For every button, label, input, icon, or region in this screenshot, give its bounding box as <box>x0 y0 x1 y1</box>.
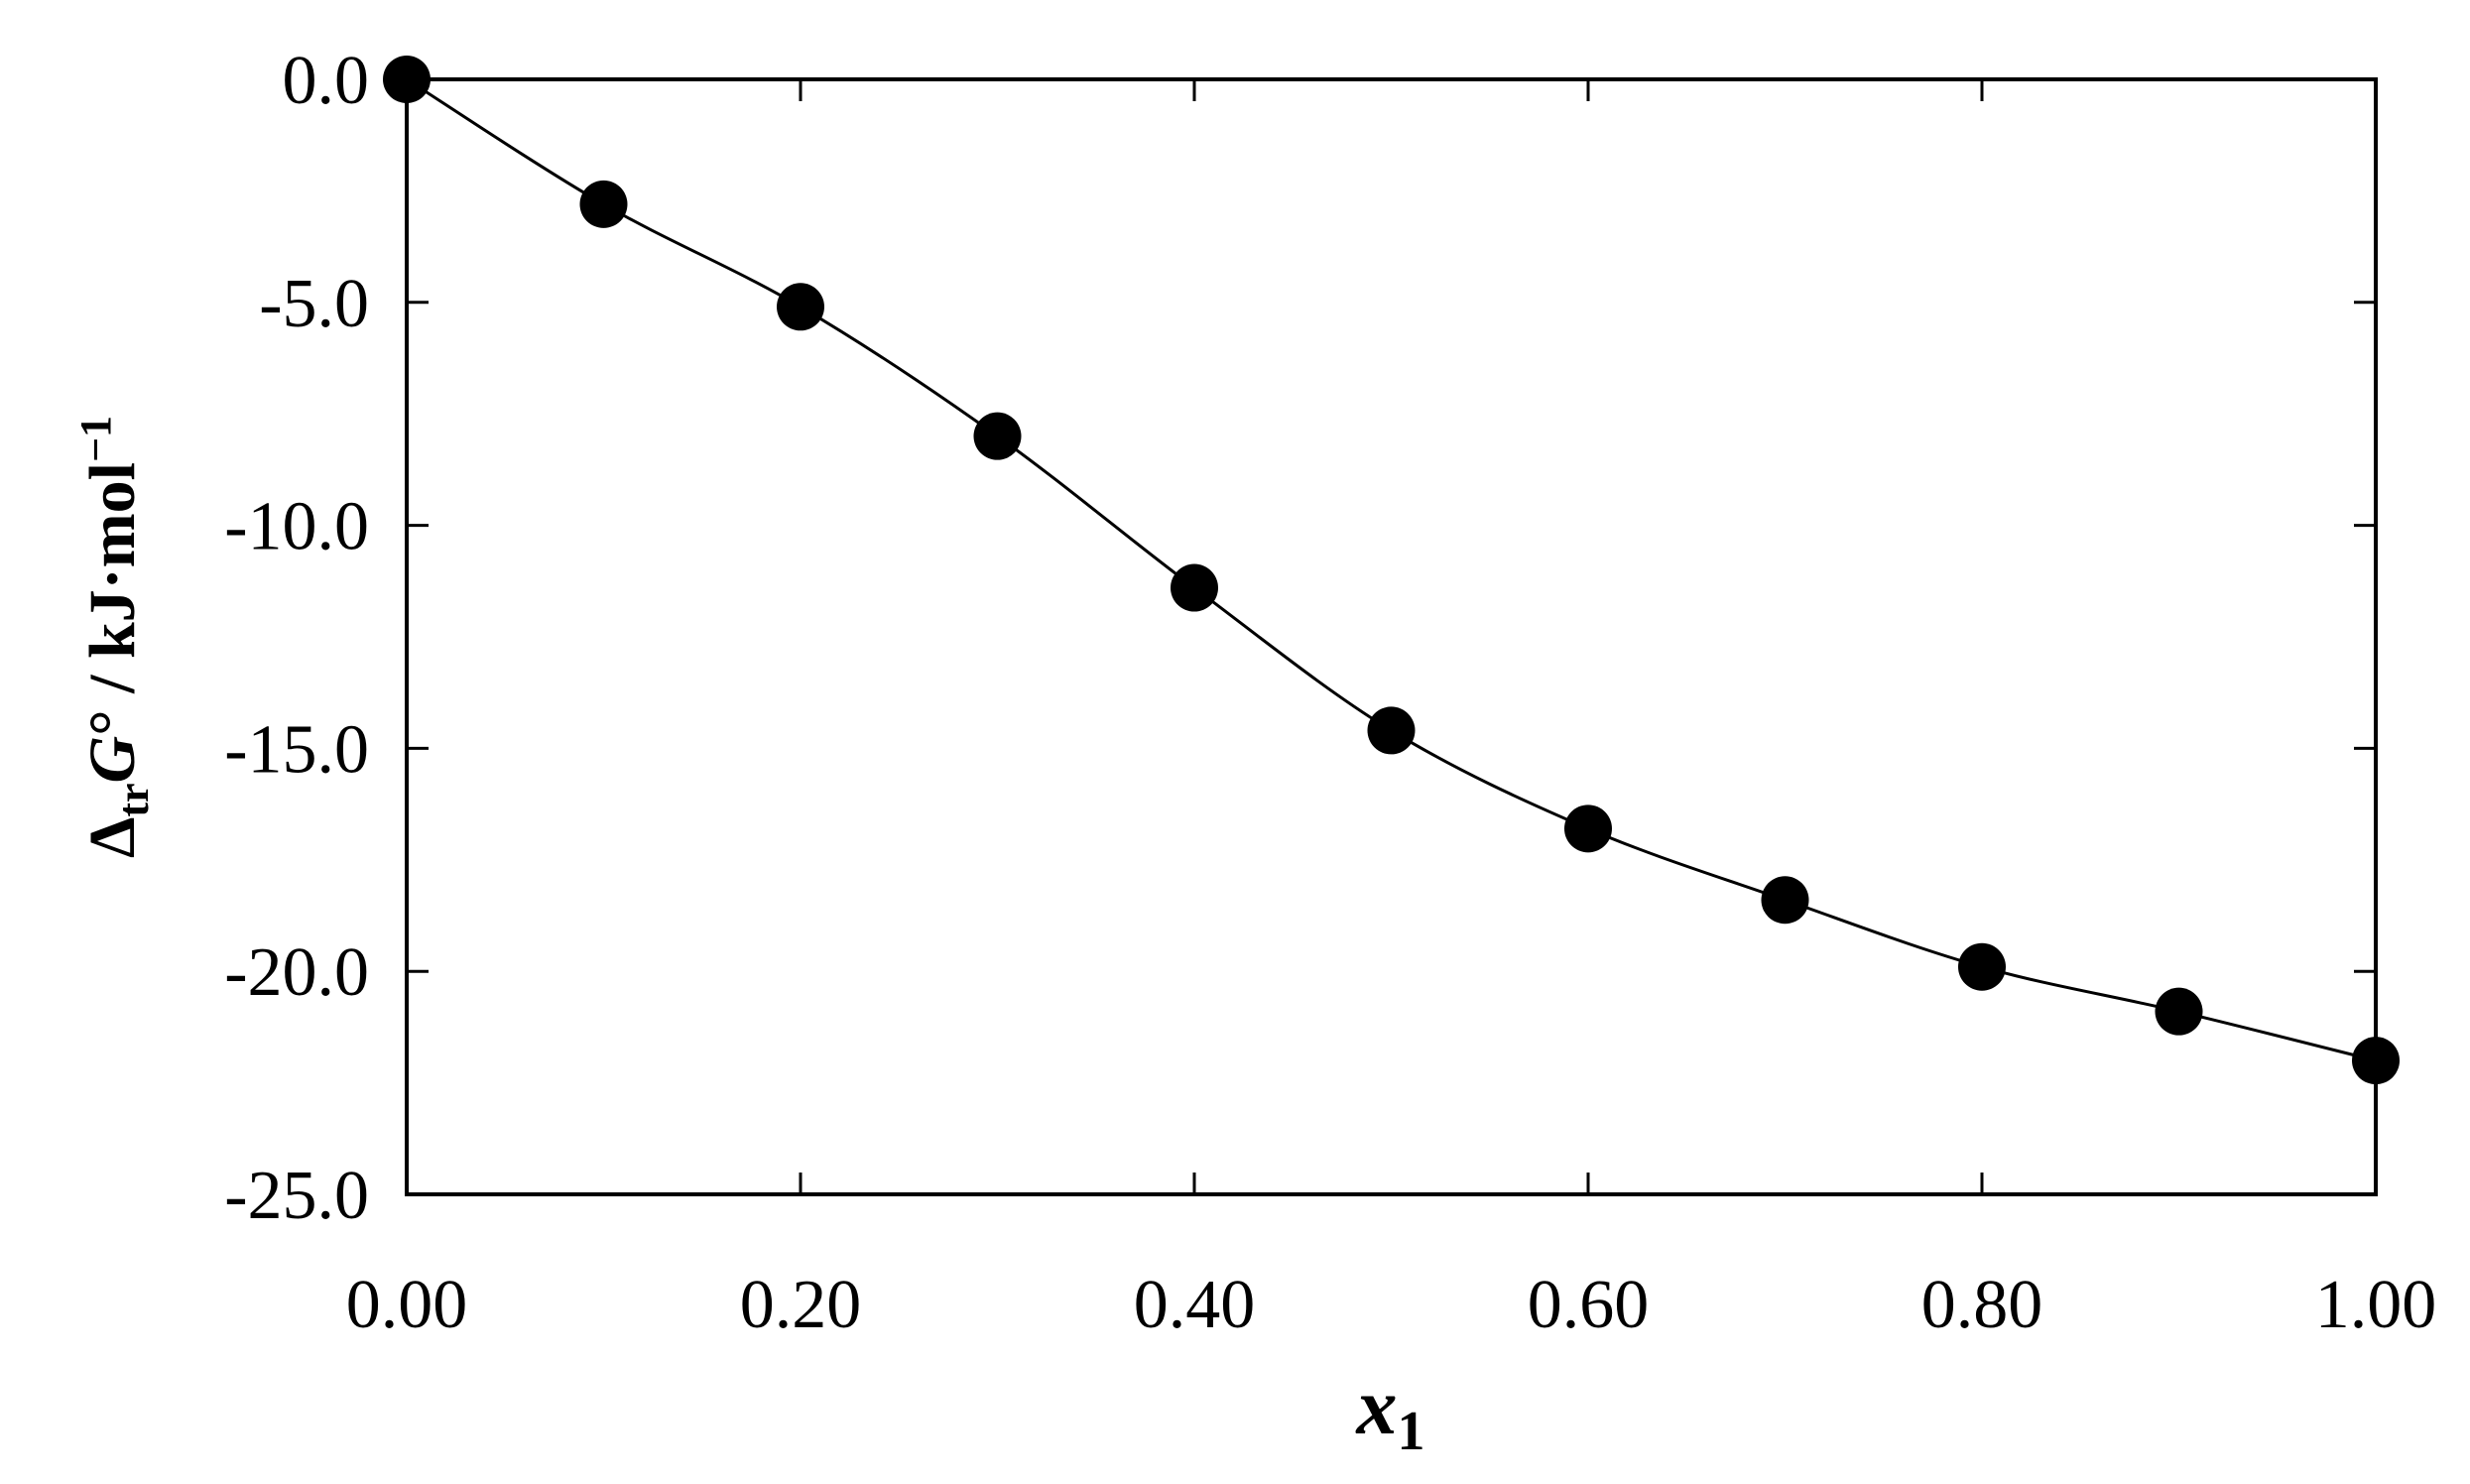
x-tick-label: 0.00 <box>346 1267 468 1343</box>
y-axis-title-delta-sub: tr <box>109 783 158 816</box>
data-point <box>1761 876 1809 925</box>
y-axis-title-degree: ° <box>76 709 149 735</box>
data-point <box>777 283 824 331</box>
data-point <box>973 412 1022 460</box>
data-point <box>1564 804 1612 853</box>
x-axis-title-sub: 1 <box>1398 1401 1425 1462</box>
x-tick-label: 0.80 <box>1921 1267 2043 1343</box>
data-point <box>579 180 628 228</box>
y-axis-title-symbol: G <box>76 736 149 784</box>
y-tick-label: -20.0 <box>224 934 369 1011</box>
x-tick-label: 1.00 <box>2315 1267 2437 1343</box>
fit-curve <box>406 77 2377 1062</box>
y-axis-title-units: / kJ·mol <box>76 462 149 709</box>
x-tick-label: 0.60 <box>1528 1267 1650 1343</box>
y-tick-label: -10.0 <box>224 489 369 565</box>
y-tick-label: -15.0 <box>224 711 369 788</box>
x-tick-label: 0.40 <box>1134 1267 1256 1343</box>
y-axis-title: ΔtrG° / kJ·mol−1 <box>71 416 158 858</box>
y-ticks <box>407 77 2376 1196</box>
data-point <box>383 56 431 103</box>
data-point <box>2352 1037 2400 1085</box>
y-axis-title-exponent: −1 <box>71 416 120 462</box>
y-tick-labels: 0.0 -5.0 -10.0 -15.0 -20.0 -25.0 <box>224 43 369 1234</box>
data-point <box>1367 706 1416 755</box>
data-point <box>1171 563 1218 612</box>
data-point <box>1958 942 2006 991</box>
plot-frame <box>405 77 2378 1196</box>
y-axis-title-delta: Δ <box>76 817 149 858</box>
data-points <box>383 56 2400 1085</box>
x-ticks <box>405 79 2378 1194</box>
x-tick-label: 0.20 <box>740 1267 862 1343</box>
y-tick-label: -5.0 <box>259 266 369 342</box>
x-tick-labels: 0.00 0.20 0.40 0.60 0.80 1.00 <box>346 1267 2437 1343</box>
y-tick-label: -25.0 <box>224 1158 369 1234</box>
y-tick-label: 0.0 <box>283 43 370 119</box>
data-point <box>2155 987 2203 1036</box>
x-axis-title: x1 <box>1356 1361 1425 1462</box>
x-axis-title-main: x <box>1356 1361 1398 1451</box>
